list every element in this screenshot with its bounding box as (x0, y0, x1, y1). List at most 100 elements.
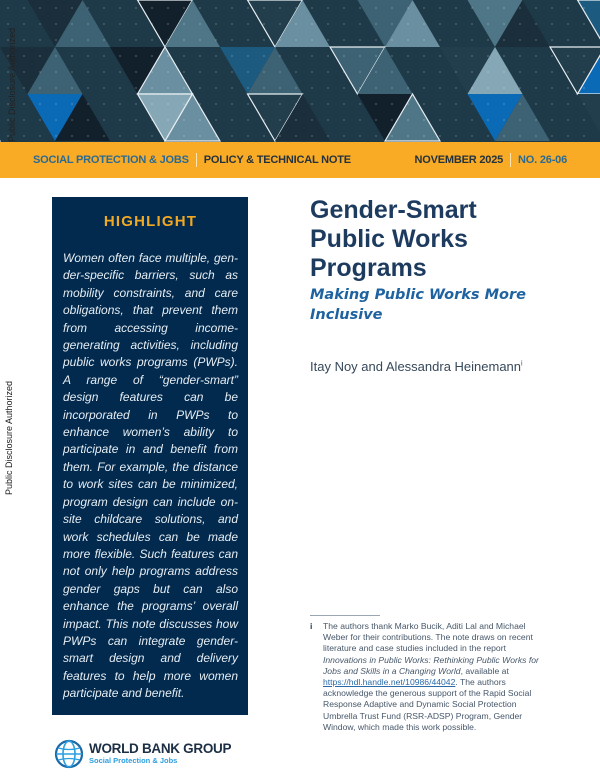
banner-dot (455, 39, 457, 41)
banner-dot (343, 39, 345, 41)
banner-dot (407, 39, 409, 41)
banner-dot (551, 39, 553, 41)
banner-dot (423, 23, 425, 25)
banner-dot (87, 103, 89, 105)
banner-dot (119, 87, 121, 89)
banner-dot (295, 7, 297, 9)
banner-dot (103, 103, 105, 105)
divider (195, 153, 197, 167)
banner-dot (263, 71, 265, 73)
banner-dot (103, 71, 105, 73)
banner-dot (311, 119, 313, 121)
footnote-text: , available at (460, 665, 509, 676)
banner-dot (215, 23, 217, 25)
banner-dot (423, 119, 425, 121)
banner-dot (535, 39, 537, 41)
banner-dot (135, 39, 137, 41)
footnote-marker: i (310, 621, 313, 631)
banner-dot (567, 119, 569, 121)
banner-dot (455, 71, 457, 73)
banner-dot (471, 103, 473, 105)
banner-dot (583, 87, 585, 89)
banner-dot (103, 7, 105, 9)
banner-dot (503, 87, 505, 89)
banner-dot (455, 103, 457, 105)
banner-dot (311, 135, 313, 137)
banner-dot (7, 103, 9, 105)
banner-dot (279, 39, 281, 41)
banner-dot (119, 55, 121, 57)
banner-dot (167, 39, 169, 41)
banner-dot (247, 135, 249, 137)
banner-dot (295, 135, 297, 137)
banner-dot (519, 7, 521, 9)
banner-dot (439, 71, 441, 73)
banner-dot (375, 135, 377, 137)
banner-dot (39, 87, 41, 89)
banner-dot (215, 7, 217, 9)
banner-dot (343, 103, 345, 105)
banner-dot (519, 39, 521, 41)
banner-dot (39, 71, 41, 73)
banner-dot (551, 23, 553, 25)
banner-dot (199, 71, 201, 73)
banner-dot (71, 119, 73, 121)
page-subtitle: Making Public Works More Inclusive (310, 287, 526, 323)
banner-dot (311, 23, 313, 25)
banner-dot (407, 119, 409, 121)
logo-name: WORLD BANK GROUP (89, 740, 232, 756)
banner-triangle (576, 0, 600, 40)
banner-triangle (467, 47, 523, 94)
banner-dot (327, 39, 329, 41)
banner-dot (87, 23, 89, 25)
banner-dot (471, 39, 473, 41)
banner-dot (343, 87, 345, 89)
banner-dot (135, 103, 137, 105)
banner-dot (183, 55, 185, 57)
banner-dot (151, 7, 153, 9)
banner-dot (327, 103, 329, 105)
logo-sub: Social Protection & Jobs (89, 755, 178, 765)
banner-dot (407, 7, 409, 9)
banner-dot (535, 55, 537, 57)
banner-dot (455, 87, 457, 89)
banner-dot (375, 7, 377, 9)
banner-dot (583, 23, 585, 25)
banner-dot (71, 71, 73, 73)
banner-dot (279, 119, 281, 121)
banner-dot (119, 39, 121, 41)
banner-dot (7, 87, 9, 89)
banner-dot (423, 135, 425, 137)
footnote-ref[interactable]: i (521, 360, 523, 368)
left-column: HIGHLIGHT Women often face multiple, gen… (52, 197, 248, 769)
banner-dot (39, 103, 41, 105)
banner-dot (7, 71, 9, 73)
banner-dot (87, 7, 89, 9)
banner-dot (215, 103, 217, 105)
banner-triangle (357, 94, 413, 141)
banner-triangle (275, 94, 330, 141)
banner-dot (503, 71, 505, 73)
banner-triangle (27, 47, 83, 94)
banner-dot (183, 119, 185, 121)
banner-dot (55, 135, 57, 137)
banner-dot (119, 71, 121, 73)
banner-dot (567, 87, 569, 89)
banner-dot (135, 7, 137, 9)
banner-dot (167, 87, 169, 89)
banner-dot (279, 71, 281, 73)
banner-dot (359, 87, 361, 89)
banner-dot (343, 23, 345, 25)
banner-triangle (0, 47, 55, 94)
banner-dot (279, 135, 281, 137)
banner-dot (343, 55, 345, 57)
banner-dot (103, 23, 105, 25)
banner-dot (39, 7, 41, 9)
banner-dot (183, 135, 185, 137)
banner-dot (295, 103, 297, 105)
triangle-pattern-banner (0, 0, 600, 142)
header-bar: SOCIAL PROTECTION & JOBS POLICY & TECHNI… (0, 142, 600, 178)
banner-dot (167, 119, 169, 121)
report-link[interactable]: https://hdl.handle.net/10986/44042 (323, 677, 456, 688)
banner-dot (151, 39, 153, 41)
